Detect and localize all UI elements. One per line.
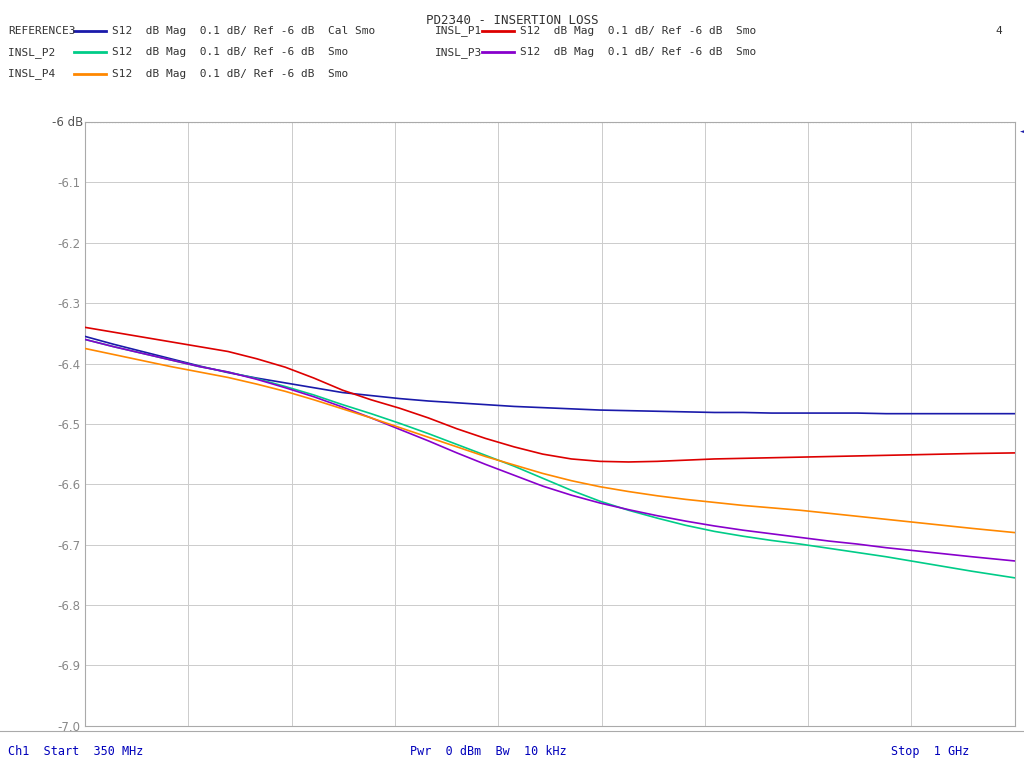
Text: PD2340 - INSERTION LOSS: PD2340 - INSERTION LOSS <box>426 14 598 27</box>
Text: ◄: ◄ <box>1020 125 1024 138</box>
Text: S12  dB Mag  0.1 dB/ Ref -6 dB  Smo: S12 dB Mag 0.1 dB/ Ref -6 dB Smo <box>519 47 756 58</box>
Text: 4: 4 <box>995 25 1002 36</box>
Text: INSL_P2: INSL_P2 <box>8 47 76 58</box>
Text: Ch1  Start  350 MHz: Ch1 Start 350 MHz <box>8 745 143 757</box>
Text: REFERENCE3: REFERENCE3 <box>8 25 76 36</box>
Text: S12  dB Mag  0.1 dB/ Ref -6 dB  Smo: S12 dB Mag 0.1 dB/ Ref -6 dB Smo <box>519 25 756 36</box>
Text: S12  dB Mag  0.1 dB/ Ref -6 dB  Smo: S12 dB Mag 0.1 dB/ Ref -6 dB Smo <box>112 47 348 58</box>
Text: -6 dB: -6 dB <box>52 116 83 128</box>
Text: INSL_P3: INSL_P3 <box>435 47 482 58</box>
Text: Pwr  0 dBm  Bw  10 kHz: Pwr 0 dBm Bw 10 kHz <box>410 745 566 757</box>
Text: S12  dB Mag  0.1 dB/ Ref -6 dB  Smo: S12 dB Mag 0.1 dB/ Ref -6 dB Smo <box>112 68 348 79</box>
Text: S12  dB Mag  0.1 dB/ Ref -6 dB  Cal Smo: S12 dB Mag 0.1 dB/ Ref -6 dB Cal Smo <box>112 25 375 36</box>
Text: INSL_P4: INSL_P4 <box>8 68 76 79</box>
Text: Stop  1 GHz: Stop 1 GHz <box>891 745 970 757</box>
Text: INSL_P1: INSL_P1 <box>435 25 482 36</box>
